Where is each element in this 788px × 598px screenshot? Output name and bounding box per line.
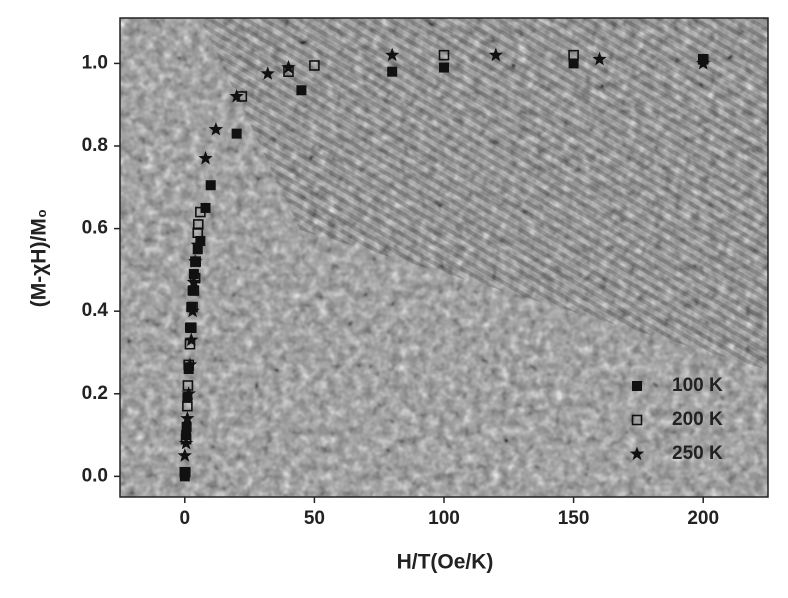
y-tick-label: 0.0 [82,465,108,486]
filled-square-marker [192,244,203,255]
star-marker [177,448,192,462]
star-marker [182,357,198,371]
star-marker [185,303,200,318]
filled-square-marker [195,235,206,246]
x-axis-title: H/T(Oe/K) [397,551,494,574]
star-marker [488,47,503,62]
y-tick-label: 0.8 [82,135,108,156]
star-marker [181,386,196,400]
filled-square-marker [187,285,198,296]
open-square-marker [568,49,579,61]
filled-square-marker [439,62,449,73]
filled-square-marker [180,467,191,478]
star-marker [178,435,194,450]
y-tick-label: 0.6 [82,218,108,239]
star-marker [696,55,711,70]
open-square-marker [179,466,191,478]
star-marker [281,60,296,74]
x-tick-label: 0 [180,508,191,529]
star-marker [188,254,203,268]
star-marker [208,121,224,136]
y-tick-label: 0.4 [82,300,109,321]
star-marker [229,88,244,103]
open-square-marker [185,322,197,333]
star-marker [180,411,195,425]
legend-label: 200 K [672,409,723,430]
star-marker [190,237,205,252]
filled-square-marker [231,128,242,139]
open-square-marker [438,49,450,61]
tem-background [120,18,768,497]
x-tick-label: 50 [304,508,325,529]
open-square-marker [192,219,204,230]
filled-square-marker [632,381,642,391]
filled-square-marker [568,58,579,69]
open-square-marker [182,400,193,412]
filled-square-marker [186,302,197,313]
open-square-marker [188,285,200,296]
x-tick-label: 200 [687,508,719,529]
filled-square-marker [205,180,216,191]
filled-square-marker [182,392,193,403]
star-marker [198,150,213,165]
open-square-marker [309,60,320,71]
legend-label: 100 K [672,375,723,396]
filled-square-marker [387,66,398,77]
star-marker [260,66,275,80]
y-axis-title: (M-χH)/M₀ [28,209,51,308]
star-marker [184,332,199,347]
filled-square-marker [296,85,307,96]
x-tick-label: 100 [428,508,460,529]
star-marker [385,47,400,62]
y-tick-label: 1.0 [82,52,108,73]
open-square-marker [195,206,206,218]
x-tick-label: 150 [558,508,590,529]
filled-square-marker [184,322,195,333]
legend-label: 250 K [672,443,723,464]
star-marker [592,51,607,66]
star-marker [629,446,645,461]
star-marker [186,274,201,289]
y-tick-label: 0.2 [82,383,108,404]
filled-square-marker [181,421,192,432]
open-square-marker [631,414,643,426]
